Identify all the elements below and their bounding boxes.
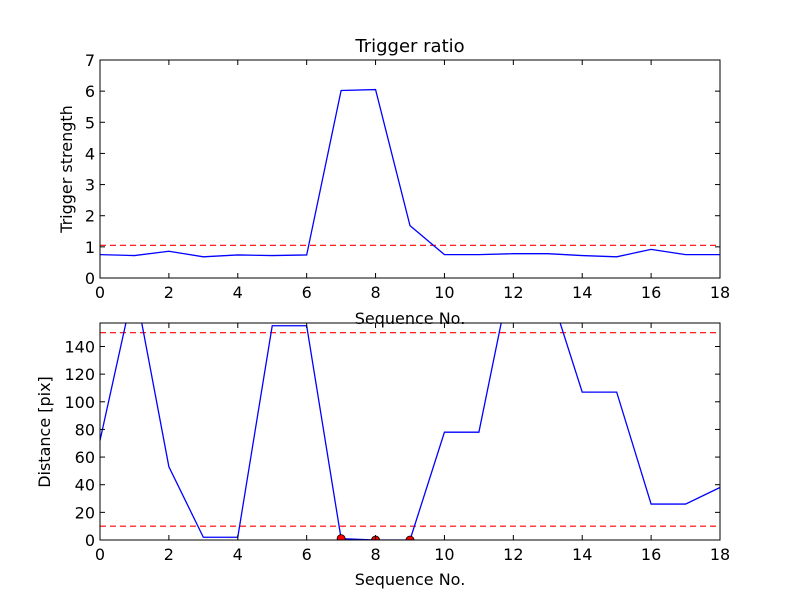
- bottom-y-tick-label: 80: [75, 420, 95, 439]
- bottom-x-tick-label: 2: [164, 545, 174, 564]
- plot-distance: 0 2 4 6 8 10 12 14 16 18 0 20 40 60 80 100 120 140 Sequen…: [35, 322, 730, 589]
- top-y-tick-label: 7: [85, 51, 95, 70]
- bottom-axis-ticks: 0 2 4 6 8 10 12 14 16 18 0 20 40 60 80 100 120 140: [64, 323, 730, 564]
- bottom-y-axis-label: Distance [pix]: [35, 376, 54, 488]
- top-series-line-0: [100, 88, 720, 258]
- top-y-axis-label: Trigger strength: [57, 105, 76, 234]
- bottom-y-tick-label: 20: [75, 503, 95, 522]
- bottom-x-tick-label: 0: [95, 545, 105, 564]
- bottom-series-line-0: [100, 323, 720, 540]
- top-y-tick-label: 5: [85, 113, 95, 132]
- bottom-marker-point: [336, 534, 346, 540]
- bottom-plot-marks: [100, 323, 720, 540]
- top-plot-marks: [100, 88, 720, 258]
- top-x-tick-label: 4: [233, 283, 243, 302]
- top-x-tick-label: 18: [710, 283, 730, 302]
- bottom-x-tick-label: 6: [302, 545, 312, 564]
- top-x-tick-label: 0: [95, 283, 105, 302]
- top-y-tick-label: 2: [85, 207, 95, 226]
- top-x-axis-label: Sequence No.: [355, 309, 466, 328]
- bottom-x-tick-label: 14: [572, 545, 592, 564]
- top-y-tick-label: 0: [85, 269, 95, 288]
- top-x-tick-label: 2: [164, 283, 174, 302]
- top-x-tick-label: 10: [434, 283, 454, 302]
- bottom-y-tick-label: 120: [64, 365, 95, 384]
- bottom-y-tick-label: 100: [64, 393, 95, 412]
- bottom-x-tick-label: 18: [710, 545, 730, 564]
- bottom-y-tick-label: 40: [75, 476, 95, 495]
- bottom-y-tick-label: 140: [64, 337, 95, 356]
- top-x-tick-label: 16: [641, 283, 661, 302]
- bottom-x-tick-label: 16: [641, 545, 661, 564]
- top-x-tick-label: 12: [503, 283, 523, 302]
- bottom-plot-frame: [99, 322, 721, 541]
- chart-title: Trigger ratio: [354, 36, 464, 57]
- top-y-tick-label: 3: [85, 176, 95, 195]
- top-y-tick-label: 1: [85, 238, 95, 257]
- top-x-tick-label: 8: [370, 283, 380, 302]
- bottom-x-axis-label: Sequence No.: [355, 570, 466, 589]
- bottom-marker-point: [405, 535, 415, 540]
- bottom-x-tick-label: 10: [434, 545, 454, 564]
- top-y-tick-label: 6: [85, 82, 95, 101]
- top-x-tick-label: 14: [572, 283, 592, 302]
- top-y-tick-label: 4: [85, 144, 95, 163]
- bottom-x-tick-label: 12: [503, 545, 523, 564]
- top-plot-frame: [99, 59, 721, 279]
- top-x-tick-label: 6: [302, 283, 312, 302]
- bottom-y-tick-label: 0: [85, 531, 95, 550]
- bottom-x-tick-label: 8: [370, 545, 380, 564]
- bottom-y-tick-label: 60: [75, 448, 95, 467]
- bottom-x-tick-label: 4: [233, 545, 243, 564]
